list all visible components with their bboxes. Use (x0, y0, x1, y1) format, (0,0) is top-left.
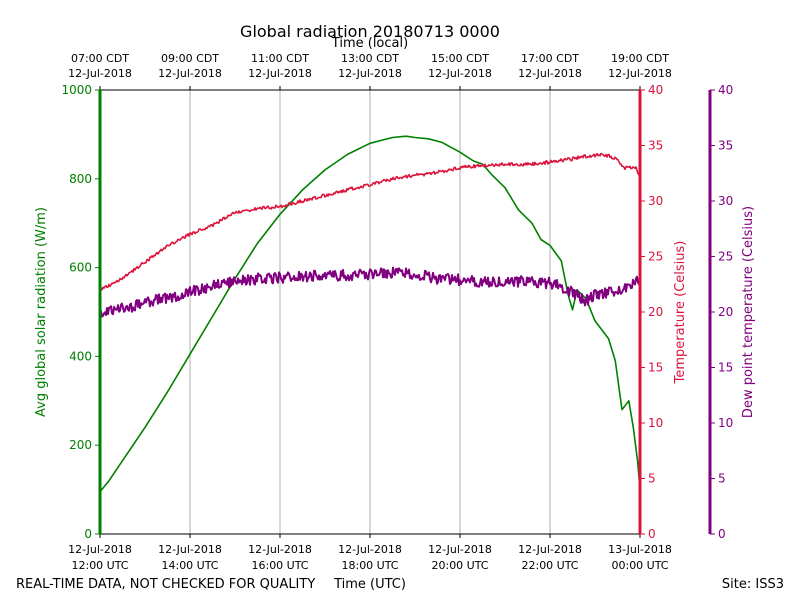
radiation-tick-label: 1000 (61, 83, 92, 97)
temperature-axis-label: Temperature (Celsius) (673, 241, 688, 385)
temperature-tick-label: 0 (648, 527, 656, 541)
x-tick-date: 12-Jul-2018 (518, 543, 582, 556)
radiation-tick-label: 0 (84, 527, 92, 541)
temperature-tick-label: 35 (648, 139, 663, 153)
radiation-tick-label: 600 (69, 261, 92, 275)
x-tick-date: 12-Jul-2018 (68, 543, 132, 556)
dewpoint-axis: 0 5 10 15 20 25 30 35 40 (708, 83, 733, 541)
x-tick-time: 12:00 UTC (71, 559, 128, 572)
x-tick-date: 13-Jul-2018 (608, 543, 672, 556)
plot-area (99, 135, 641, 493)
top-axis-label: Time (local) (331, 36, 408, 51)
temperature-axis: 0 5 10 15 20 25 30 35 40 (638, 83, 663, 541)
top-tick-time: 07:00 CDT (71, 52, 129, 65)
top-tick-date: 12-Jul-2018 (248, 67, 312, 80)
x-tick-date: 12-Jul-2018 (338, 543, 402, 556)
top-tick-time: 19:00 CDT (611, 52, 669, 65)
dewpoint-series-line (99, 266, 641, 318)
x-tick-time: 18:00 UTC (341, 559, 398, 572)
x-tick-date: 12-Jul-2018 (158, 543, 222, 556)
x-axis-label: Time (UTC) (333, 577, 406, 592)
radiation-tick-label: 800 (69, 172, 92, 186)
dewpoint-axis-label: Dew point temperature (Celsius) (741, 206, 756, 418)
radiation-axis-label: Avg global solar radiation (W/m) (34, 207, 49, 417)
top-tick-date: 12-Jul-2018 (158, 67, 222, 80)
x-tick-time: 20:00 UTC (431, 559, 488, 572)
x-tick-date: 12-Jul-2018 (428, 543, 492, 556)
x-tick-date: 12-Jul-2018 (248, 543, 312, 556)
top-tick-time: 17:00 CDT (521, 52, 579, 65)
x-tick-time: 14:00 UTC (161, 559, 218, 572)
top-tick-date: 12-Jul-2018 (428, 67, 492, 80)
dewpoint-tick-label: 40 (718, 83, 733, 97)
dewpoint-tick-label: 0 (718, 527, 726, 541)
dewpoint-tick-label: 25 (718, 250, 733, 264)
top-tick-date: 12-Jul-2018 (338, 67, 402, 80)
top-ticks: 07:00 CDT 12-Jul-2018 09:00 CDT 12-Jul-2018… (68, 52, 672, 90)
top-tick-time: 11:00 CDT (251, 52, 309, 65)
temperature-tick-label: 20 (648, 305, 663, 319)
radiation-tick-label: 200 (69, 438, 92, 452)
temperature-series-line (99, 152, 640, 291)
dewpoint-tick-label: 35 (718, 139, 733, 153)
top-tick-date: 12-Jul-2018 (608, 67, 672, 80)
temperature-tick-label: 10 (648, 416, 663, 430)
temperature-tick-label: 30 (648, 194, 663, 208)
radiation-tick-label: 400 (69, 349, 92, 363)
dewpoint-tick-label: 30 (718, 194, 733, 208)
temperature-tick-label: 25 (648, 250, 663, 264)
top-tick-time: 09:00 CDT (161, 52, 219, 65)
dewpoint-tick-label: 10 (718, 416, 733, 430)
top-tick-time: 15:00 CDT (431, 52, 489, 65)
x-tick-time: 00:00 UTC (611, 559, 668, 572)
dewpoint-tick-label: 20 (718, 305, 733, 319)
temperature-tick-label: 5 (648, 472, 656, 486)
x-tick-time: 22:00 UTC (521, 559, 578, 572)
chart-title: Global radiation 20180713 0000 (240, 22, 500, 41)
top-tick-time: 13:00 CDT (341, 52, 399, 65)
site-label: Site: ISS3 (722, 577, 784, 592)
radiation-series-line (99, 135, 641, 493)
temperature-tick-label: 40 (648, 83, 663, 97)
dewpoint-tick-label: 5 (718, 472, 726, 486)
gridlines (189, 90, 551, 534)
x-tick-time: 16:00 UTC (251, 559, 308, 572)
quality-notice: REAL-TIME DATA, NOT CHECKED FOR QUALITY (16, 577, 315, 592)
bottom-ticks: 12-Jul-2018 12:00 UTC 12-Jul-2018 14:00 UTC… (68, 534, 672, 572)
top-tick-date: 12-Jul-2018 (68, 67, 132, 80)
temperature-tick-label: 15 (648, 361, 663, 375)
top-tick-date: 12-Jul-2018 (518, 67, 582, 80)
dewpoint-tick-label: 15 (718, 361, 733, 375)
radiation-axis: 0 200 400 600 800 1000 (61, 83, 102, 541)
